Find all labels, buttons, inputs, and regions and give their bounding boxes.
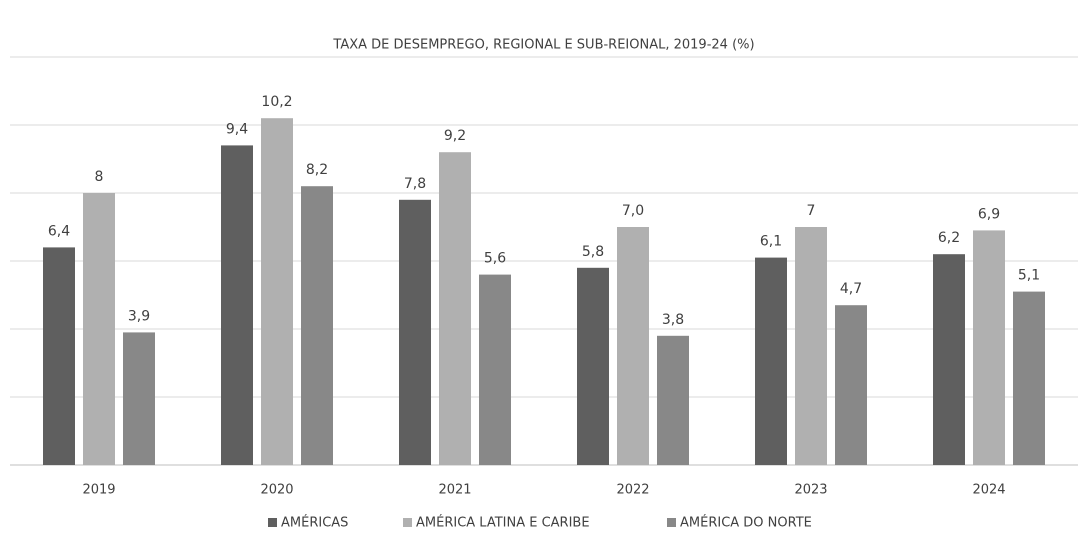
chart-title: TAXA DE DESEMPREGO, REGIONAL E SUB-REION… bbox=[332, 38, 754, 53]
bar bbox=[221, 145, 253, 465]
bar bbox=[83, 193, 115, 465]
bar bbox=[835, 305, 867, 465]
bar bbox=[795, 227, 827, 465]
legend-swatch bbox=[403, 518, 412, 527]
legend-label: AMÉRICA LATINA E CARIBE bbox=[416, 515, 590, 531]
bar bbox=[577, 267, 609, 465]
bar bbox=[973, 230, 1005, 465]
bar bbox=[399, 199, 431, 466]
bar bbox=[479, 274, 511, 465]
x-tick-label: 2023 bbox=[794, 483, 827, 498]
value-label: 6,1 bbox=[760, 234, 782, 250]
bar bbox=[755, 257, 787, 465]
value-label: 4,7 bbox=[840, 281, 862, 297]
bar bbox=[301, 186, 333, 465]
x-tick-label: 2024 bbox=[972, 483, 1005, 498]
bar bbox=[657, 335, 689, 465]
bar bbox=[439, 152, 471, 465]
value-label: 8 bbox=[95, 169, 104, 185]
value-label: 9,2 bbox=[444, 128, 466, 144]
legend-label: AMÉRICA DO NORTE bbox=[680, 515, 812, 531]
value-label: 5,6 bbox=[484, 251, 506, 267]
bar bbox=[43, 247, 75, 465]
bar bbox=[123, 332, 155, 465]
value-label: 6,2 bbox=[938, 230, 960, 246]
bar bbox=[1013, 291, 1045, 465]
value-label: 7,0 bbox=[622, 203, 644, 219]
value-label: 6,9 bbox=[978, 206, 1000, 222]
bar bbox=[617, 227, 649, 465]
x-tick-label: 2020 bbox=[260, 483, 293, 498]
value-label: 7,8 bbox=[404, 176, 426, 192]
bar bbox=[933, 254, 965, 465]
x-tick-label: 2022 bbox=[616, 483, 649, 498]
x-tick-label: 2021 bbox=[438, 483, 471, 498]
value-label: 7 bbox=[807, 203, 816, 219]
value-label: 5,1 bbox=[1018, 268, 1040, 284]
value-label: 3,9 bbox=[128, 308, 150, 324]
legend-label: AMÉRICAS bbox=[281, 515, 348, 531]
value-label: 8,2 bbox=[306, 162, 328, 178]
x-tick-label: 2019 bbox=[82, 483, 115, 498]
value-label: 9,4 bbox=[226, 121, 248, 137]
value-label: 3,8 bbox=[662, 312, 684, 328]
bar bbox=[261, 118, 293, 465]
value-label: 6,4 bbox=[48, 223, 70, 239]
value-label: 5,8 bbox=[582, 244, 604, 260]
legend-swatch bbox=[268, 518, 277, 527]
value-label: 10,2 bbox=[261, 94, 292, 110]
legend-swatch bbox=[667, 518, 676, 527]
